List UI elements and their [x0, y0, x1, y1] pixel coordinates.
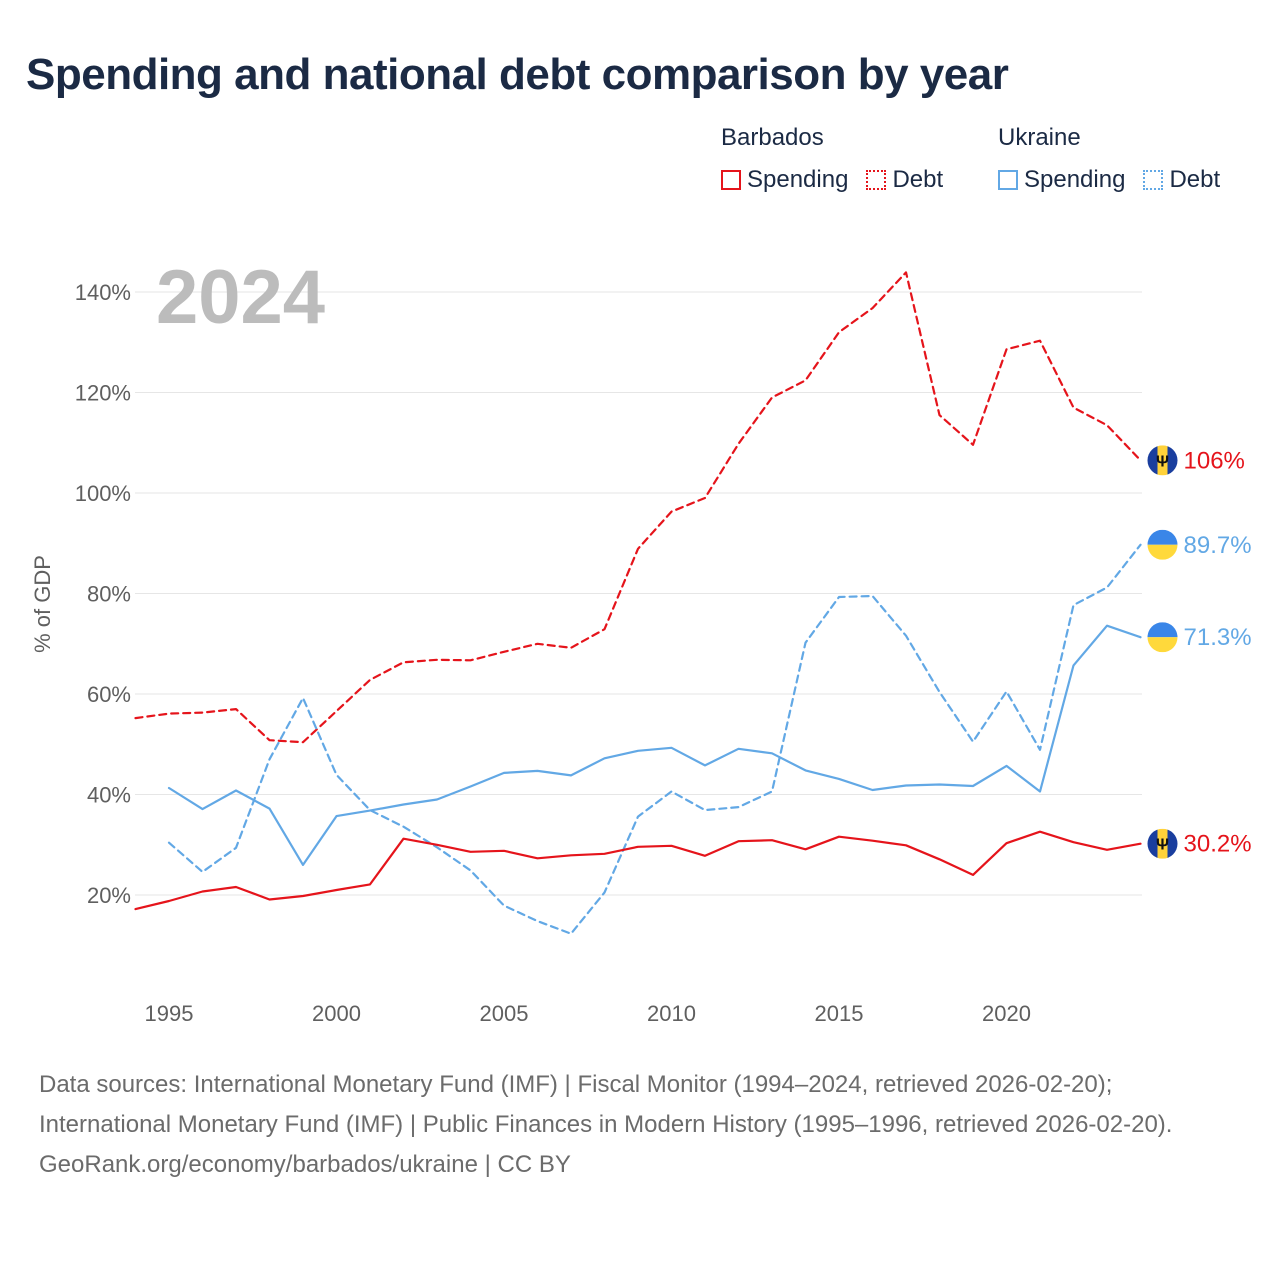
y-tick-label: 100% [75, 481, 131, 506]
series-line-barbados-debt [134, 271, 1142, 744]
legend-swatch-solid [721, 170, 741, 190]
legend-ukraine-debt[interactable]: Debt [1143, 166, 1220, 194]
series-line-ukraine-debt [167, 543, 1142, 935]
legend-swatch-dotted [1143, 170, 1164, 190]
legend-group-title: Barbados [721, 124, 824, 151]
y-tick-label: 20% [87, 883, 131, 908]
x-tick-label: 2000 [312, 1001, 361, 1026]
y-tick-label: 80% [87, 582, 131, 607]
legend-group-barbados: Barbados Spending Debt [721, 124, 961, 194]
series-line-barbados-spending [134, 830, 1142, 911]
legend-swatch-solid [998, 170, 1018, 190]
ukraine-flag-icon [1147, 529, 1178, 560]
barbados-flag-icon: Ψ [1147, 445, 1178, 476]
sources-line-2: International Monetary Fund (IMF) | Publ… [39, 1111, 1173, 1138]
x-tick-label: 2020 [982, 1001, 1031, 1026]
legend-group-title: Ukraine [998, 124, 1081, 151]
series-line-ukraine-spending [167, 624, 1142, 867]
x-tick-label: 1995 [145, 1001, 194, 1026]
end-value-label: 106% [1184, 447, 1245, 474]
svg-text:Ψ: Ψ [1156, 837, 1169, 854]
sources-credit[interactable]: GeoRank.org/economy/barbados/ukraine | C… [39, 1151, 571, 1178]
end-value-label: 71.3% [1184, 624, 1252, 651]
svg-text:Ψ: Ψ [1156, 453, 1169, 470]
y-tick-label: 140% [75, 280, 131, 305]
legend-label: Debt [892, 166, 944, 193]
sources-line-1: Data sources: International Monetary Fun… [39, 1071, 1113, 1098]
legend-label: Spending [1024, 166, 1126, 193]
line-chart: 20% 40% 60% 80% 100% 120% 140% 1995 2000 2005 2010… [30, 255, 1252, 1026]
year-watermark: 2024 [156, 255, 325, 340]
y-tick-label: 60% [87, 682, 131, 707]
x-tick-label: 2010 [647, 1001, 696, 1026]
barbados-flag-icon: Ψ [1147, 828, 1178, 859]
legend-barbados-spending[interactable]: Spending [721, 166, 848, 194]
y-tick-label: 40% [87, 783, 131, 808]
legend-ukraine-spending[interactable]: Spending [998, 166, 1125, 194]
legend-label: Debt [1169, 166, 1221, 193]
legend-label: Spending [747, 166, 849, 193]
x-tick-label: 2015 [815, 1001, 864, 1026]
y-axis-label: % of GDP [30, 555, 55, 653]
legend-barbados-debt[interactable]: Debt [866, 166, 943, 194]
legend-swatch-dotted [866, 170, 887, 190]
legend-group-ukraine: Ukraine Spending Debt [998, 124, 1220, 194]
end-value-label: 30.2% [1184, 831, 1252, 858]
data-sources: Data sources: International Monetary Fun… [39, 1065, 1239, 1185]
end-value-label: 89.7% [1184, 532, 1252, 559]
x-tick-label: 2005 [480, 1001, 529, 1026]
chart-title: Spending and national debt comparison by… [26, 50, 1009, 99]
y-tick-label: 120% [75, 381, 131, 406]
ukraine-flag-icon [1147, 622, 1178, 653]
